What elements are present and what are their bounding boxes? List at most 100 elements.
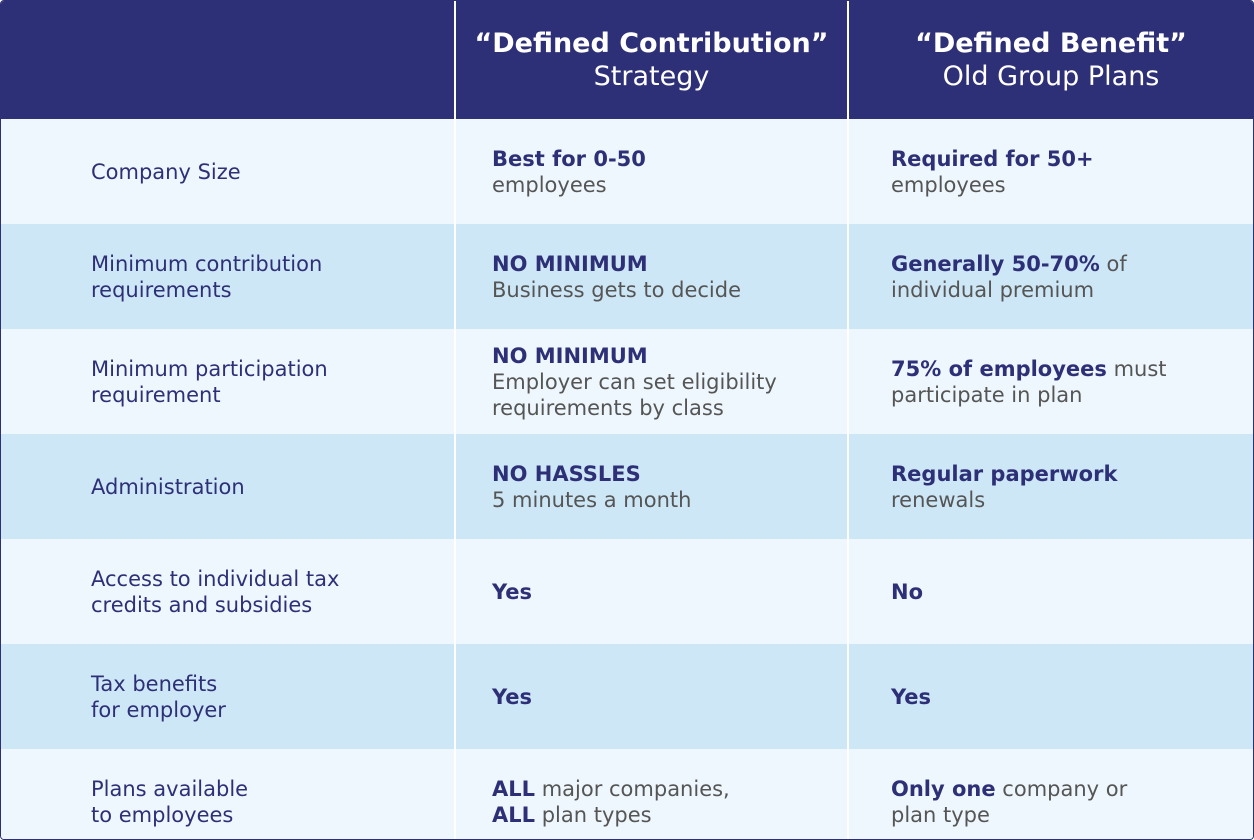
cell-text: 5 minutes a month (492, 487, 692, 512)
cell-text: individual premium (891, 277, 1095, 302)
header-cell: “Defined Benefit” Old Group Plans (847, 1, 1253, 119)
row-label: Company Size (1, 119, 455, 224)
cell-line: requirements by class (492, 395, 846, 421)
row-label: Administration (1, 434, 455, 539)
table-cell: Best for 0-50 employees (454, 119, 848, 224)
cell-text-bold: NO HASSLES (492, 461, 641, 486)
table-cell: Regular paperwork renewals (847, 434, 1253, 539)
cell-line: Generally 50-70% of (891, 251, 1252, 277)
cell-text-bold: Yes (891, 684, 932, 709)
cell-line: Yes (891, 684, 1252, 710)
cell-line: Business gets to decide (492, 277, 846, 303)
cell-line: employees (891, 172, 1252, 198)
table-cell: Generally 50-70% of individual premium (847, 224, 1253, 329)
label-line: credits and subsidies (91, 592, 313, 617)
table-cell: Yes (847, 644, 1253, 749)
label-line: Plans available (91, 776, 249, 801)
table-cell: Yes (454, 539, 848, 644)
cell-text-bold: ALL (492, 802, 536, 827)
label-line: to employees (91, 802, 234, 827)
cell-text: plan type (891, 802, 990, 827)
table-cell: Required for 50+ employees (847, 119, 1253, 224)
cell-text: company or (995, 776, 1128, 801)
cell-line: renewals (891, 487, 1252, 513)
cell-line: Yes (492, 684, 846, 710)
cell-line: individual premium (891, 277, 1252, 303)
cell-text-bold: Yes (492, 684, 533, 709)
label-line: Access to individual tax (91, 566, 340, 591)
cell-text: employees (492, 172, 607, 197)
header-row: “Defined Contribution” Strategy “Defined B… (1, 1, 1253, 119)
row-label: Minimum contribution requirements (1, 224, 455, 329)
cell-text-bold: NO MINIMUM (492, 251, 648, 276)
table-cell: No (847, 539, 1253, 644)
table-row: Access to individual tax credits and subs… (1, 539, 1253, 644)
cell-text-bold: NO MINIMUM (492, 343, 648, 368)
cell-line: Only one company or (891, 776, 1252, 802)
cell-line: No (891, 579, 1252, 605)
cell-line: Required for 50+ (891, 146, 1252, 172)
table-row: Minimum participation requirement NO MINIM… (1, 329, 1253, 434)
header-subtitle: Strategy (593, 61, 710, 92)
row-label: Access to individual tax credits and subs… (1, 539, 455, 644)
cell-text-bold: Only one (891, 776, 996, 801)
cell-text-bold: Generally 50-70% (891, 251, 1100, 276)
row-label: Tax benefits for employer (1, 644, 455, 749)
cell-line: ALL major companies, (492, 776, 846, 802)
cell-text: plan types (535, 802, 652, 827)
cell-line: Yes (492, 579, 846, 605)
cell-line: employees (492, 172, 846, 198)
table-cell: NO MINIMUM Employer can set eligibility re… (454, 329, 848, 434)
table-row: Administration NO HASSLES 5 minutes a mont… (1, 434, 1253, 539)
table-row: Company Size Best for 0-50 employees Requir… (1, 119, 1253, 224)
cell-line: NO MINIMUM (492, 251, 846, 277)
cell-text-bold: Required for 50+ (891, 146, 1094, 171)
table-row: Plans available to employees ALL major com… (1, 749, 1253, 839)
label-line: requirements (91, 277, 232, 302)
label-line: Minimum participation (91, 356, 328, 381)
label-line: Administration (91, 474, 245, 499)
label-line: for employer (91, 697, 226, 722)
table-cell: 75% of employees must participate in plan (847, 329, 1253, 434)
label-line: Company Size (91, 159, 241, 184)
header-title: “Defined Benefit” (915, 28, 1187, 59)
cell-line: participate in plan (891, 382, 1252, 408)
label-line: Tax benefits (91, 671, 218, 696)
table-cell: NO HASSLES 5 minutes a month (454, 434, 848, 539)
header-blank (1, 1, 455, 119)
cell-text: requirements by class (492, 395, 724, 420)
cell-text: Employer can set eligibility (492, 369, 777, 394)
cell-line: ALL plan types (492, 802, 846, 828)
cell-line: 75% of employees must (891, 356, 1252, 382)
cell-text-bold: Regular paperwork (891, 461, 1118, 486)
cell-text-bold: 75% of employees (891, 356, 1107, 381)
header-cell: “Defined Contribution” Strategy (454, 1, 848, 119)
cell-text: participate in plan (891, 382, 1083, 407)
table-cell: Only one company or plan type (847, 749, 1253, 839)
cell-line: 5 minutes a month (492, 487, 846, 513)
header-subtitle: Old Group Plans (942, 61, 1160, 92)
cell-text-bold: No (891, 579, 924, 604)
table-row: Minimum contribution requirements NO MINIM… (1, 224, 1253, 329)
table-cell: ALL major companies, ALL plan types (454, 749, 848, 839)
cell-text-bold: ALL (492, 776, 536, 801)
cell-text-bold: Yes (492, 579, 533, 604)
cell-line: NO MINIMUM (492, 343, 846, 369)
cell-text: renewals (891, 487, 986, 512)
table-cell: NO MINIMUM Business gets to decide (454, 224, 848, 329)
cell-line: Regular paperwork (891, 461, 1252, 487)
table-cell: Yes (454, 644, 848, 749)
label-line: requirement (91, 382, 221, 407)
cell-text: must (1106, 356, 1167, 381)
table-row: Tax benefits for employer Yes Yes (1, 644, 1253, 749)
cell-text: major companies, (535, 776, 730, 801)
cell-line: Employer can set eligibility (492, 369, 846, 395)
row-label: Plans available to employees (1, 749, 455, 839)
cell-line: Best for 0-50 (492, 146, 846, 172)
cell-text: of (1099, 251, 1127, 276)
cell-line: plan type (891, 802, 1252, 828)
cell-text: employees (891, 172, 1006, 197)
label-line: Minimum contribution (91, 251, 323, 276)
